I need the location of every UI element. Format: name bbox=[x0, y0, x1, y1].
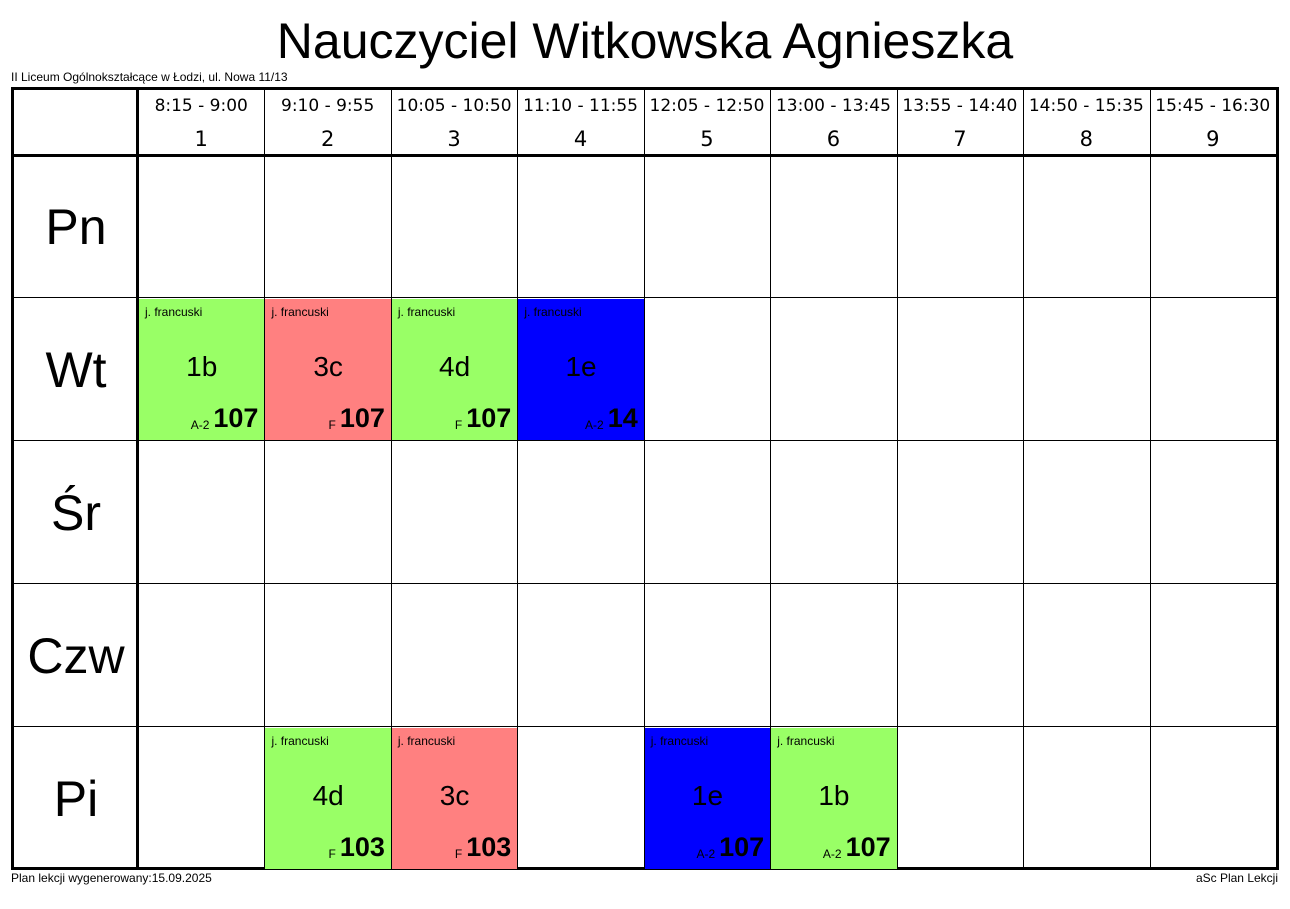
period-time: 12:05 - 12:50 bbox=[649, 96, 765, 116]
lesson-cell[interactable]: j. francuski 4d F 103 bbox=[265, 728, 391, 869]
lesson-class: 1b bbox=[186, 351, 218, 382]
school-name: II Liceum Ogólnokształcące w Łodzi, ul. … bbox=[11, 70, 288, 84]
period-time: 15:45 - 16:30 bbox=[1155, 96, 1271, 116]
lesson-group: F bbox=[454, 418, 463, 432]
period-time: 9:10 - 9:55 bbox=[281, 96, 375, 116]
lesson-group: A-2 bbox=[585, 418, 604, 432]
lesson-cell[interactable]: j. francuski 1b A-2 107 bbox=[771, 728, 897, 869]
period-number: 2 bbox=[320, 127, 335, 151]
lesson-cell[interactable]: j. francuski 4d F 107 bbox=[391, 299, 518, 440]
grid-column-line bbox=[517, 90, 519, 867]
lesson-subject: j. francuski bbox=[271, 734, 329, 748]
lesson-class: 1e bbox=[565, 351, 597, 382]
generated-date: Plan lekcji wygenerowany:15.09.2025 bbox=[11, 871, 212, 885]
lesson-group: A-2 bbox=[696, 847, 716, 861]
period-time: 11:10 - 11:55 bbox=[523, 96, 639, 116]
period-header: 15:45 - 16:30 9 bbox=[1150, 90, 1276, 157]
lesson-room: 107 bbox=[466, 403, 512, 433]
grid-row-line bbox=[14, 297, 1276, 298]
period-header: 8:15 - 9:00 1 bbox=[138, 90, 264, 157]
lesson-class: 1e bbox=[691, 780, 724, 811]
lesson-group: F bbox=[328, 847, 336, 861]
lesson-subject: j. francuski bbox=[397, 734, 456, 748]
period-number: 8 bbox=[1079, 127, 1094, 151]
period-number: 1 bbox=[194, 127, 208, 151]
period-time: 8:15 - 9:00 bbox=[154, 96, 248, 116]
page-title: Nauczyciel Witkowska Agnieszka bbox=[276, 13, 1014, 69]
lesson-class: 4d bbox=[312, 780, 344, 811]
grid-row-line bbox=[14, 154, 1276, 157]
period-number: 9 bbox=[1206, 127, 1220, 151]
period-header: 13:00 - 13:45 6 bbox=[770, 90, 896, 157]
period-header: 13:55 - 14:40 7 bbox=[897, 90, 1023, 157]
lesson-room: 107 bbox=[719, 832, 765, 862]
lesson-room: 107 bbox=[339, 403, 385, 433]
lesson-cell[interactable]: j. francuski 3c F 103 bbox=[391, 728, 518, 869]
period-number: 4 bbox=[573, 127, 588, 151]
lesson-cell[interactable]: j. francuski 1b A-2 107 bbox=[139, 299, 265, 440]
day-label: Śr bbox=[51, 485, 101, 541]
lesson-group: F bbox=[328, 418, 336, 432]
period-header: 12:05 - 12:50 5 bbox=[644, 90, 770, 157]
lesson-subject: j. francuski bbox=[397, 305, 456, 319]
lesson-subject: j. francuski bbox=[777, 734, 835, 748]
lesson-subject: j. francuski bbox=[145, 305, 203, 319]
lesson-room: 14 bbox=[607, 403, 638, 433]
period-header: 14:50 - 15:35 8 bbox=[1023, 90, 1149, 157]
grid-column-line bbox=[770, 90, 772, 867]
lesson-group: A-2 bbox=[190, 418, 210, 432]
period-number: 3 bbox=[447, 127, 461, 151]
lesson-class: 3c bbox=[313, 351, 343, 382]
period-number: 6 bbox=[826, 127, 841, 151]
lesson-cell[interactable]: j. francuski 3c F 107 bbox=[265, 299, 391, 440]
day-label: Wt bbox=[45, 342, 107, 398]
lesson-subject: j. francuski bbox=[271, 305, 329, 319]
software-credit: aSc Plan Lekcji bbox=[1195, 871, 1278, 885]
period-number: 5 bbox=[700, 127, 714, 151]
grid-column-line bbox=[896, 90, 898, 867]
timetable-grid: 8:15 - 9:00 1 9:10 - 9:55 2 10:05 - 10:50 3 11… bbox=[11, 87, 1279, 870]
lesson-cell[interactable]: j. francuski 1e A-2 107 bbox=[644, 728, 771, 869]
period-number: 7 bbox=[953, 127, 967, 151]
lesson-room: 103 bbox=[466, 832, 512, 862]
lesson-class: 4d bbox=[439, 351, 471, 382]
lesson-room: 107 bbox=[845, 832, 891, 862]
lesson-subject: j. francuski bbox=[524, 305, 582, 319]
grid-column-line bbox=[390, 90, 392, 867]
grid-column-line bbox=[264, 90, 266, 867]
grid-row-line bbox=[14, 440, 1276, 441]
period-time: 13:55 - 14:40 bbox=[902, 96, 1018, 116]
day-label: Czw bbox=[27, 628, 125, 684]
grid-row-line bbox=[14, 726, 1276, 727]
lesson-class: 3c bbox=[439, 780, 470, 811]
period-time: 14:50 - 15:35 bbox=[1028, 96, 1144, 116]
grid-column-line bbox=[136, 90, 139, 867]
period-time: 10:05 - 10:50 bbox=[396, 96, 512, 116]
lesson-class: 1b bbox=[818, 780, 850, 811]
day-label: Pn bbox=[45, 199, 107, 255]
day-label: Pi bbox=[53, 771, 99, 827]
grid-column-line bbox=[1149, 90, 1151, 867]
period-header: 11:10 - 11:55 4 bbox=[517, 90, 643, 157]
lesson-room: 107 bbox=[213, 403, 259, 433]
period-header: 9:10 - 9:55 2 bbox=[264, 90, 390, 157]
lesson-cell[interactable]: j. francuski 1e A-2 14 bbox=[518, 299, 644, 440]
period-header: 10:05 - 10:50 3 bbox=[391, 90, 517, 157]
period-time: 13:00 - 13:45 bbox=[775, 96, 891, 116]
grid-column-line bbox=[1023, 90, 1025, 867]
lesson-subject: j. francuski bbox=[650, 734, 709, 748]
grid-row-line bbox=[14, 583, 1276, 584]
lesson-group: A-2 bbox=[822, 847, 842, 861]
lesson-room: 103 bbox=[339, 832, 385, 862]
lesson-group: F bbox=[454, 847, 463, 861]
grid-column-line bbox=[643, 90, 645, 867]
